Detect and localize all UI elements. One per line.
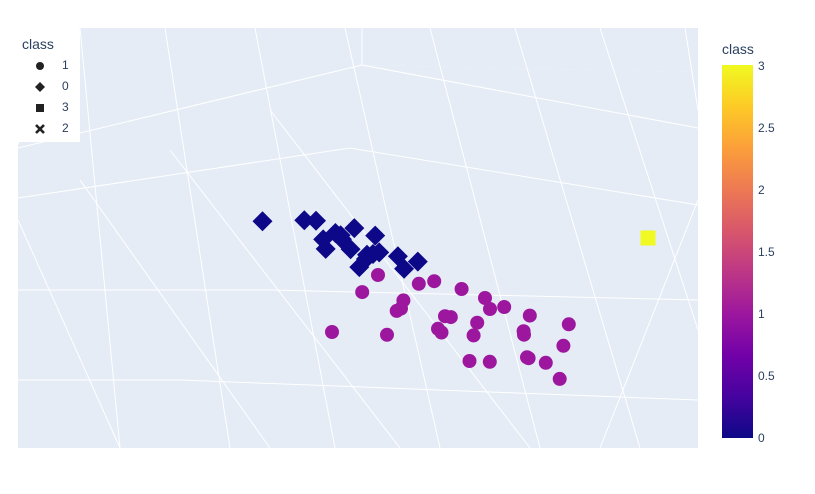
data-point-class-1[interactable] [454,282,469,296]
data-point-class-1[interactable] [483,302,497,316]
data-point-class-1[interactable] [552,371,567,386]
data-point-class-0[interactable] [325,223,346,243]
colorbar-title: class [722,41,754,57]
data-point-class-0[interactable] [340,239,361,260]
data-point-class-1[interactable] [516,324,531,339]
data-point-class-1[interactable] [470,315,485,330]
colorbar-tick: 0.5 [758,369,775,383]
data-point-class-0[interactable] [344,218,365,239]
data-point-class-1[interactable] [561,317,576,332]
data-point-class-1[interactable] [396,293,411,308]
data-point-class-1[interactable] [521,351,536,366]
colorbar-tick: 1 [758,307,765,321]
data-point-class-0[interactable] [394,258,415,279]
colorbar-tick: 1.5 [758,245,775,259]
legend-item-3[interactable]: 3 [18,99,80,117]
data-point-class-0[interactable] [252,211,273,232]
data-points [252,210,656,386]
data-point-class-1[interactable] [522,308,537,323]
data-point-class-0[interactable] [306,210,326,231]
data-point-class-1[interactable] [538,355,553,370]
square-icon [36,104,44,112]
data-point-class-1[interactable] [466,328,481,343]
legend-label-2: 2 [62,121,69,135]
circle-icon [36,62,44,70]
data-point-class-0[interactable] [294,210,315,231]
x-icon [35,124,45,134]
legend-label-3: 3 [62,100,69,114]
legend-item-2[interactable]: 2 [18,120,80,138]
grid-lines [17,27,699,449]
data-point-class-1[interactable] [380,327,394,342]
back-wall-right [362,28,698,72]
colorbar-tick: 2 [758,183,765,197]
data-point-class-1[interactable] [478,291,492,305]
colorbar-tick: 3 [758,59,765,73]
data-point-class-3[interactable] [640,230,656,246]
data-point-class-0[interactable] [357,244,377,265]
data-point-class-1[interactable] [438,309,452,324]
data-point-class-0[interactable] [407,251,428,272]
colorbar-tick: 0 [758,431,765,445]
data-point-class-1[interactable] [371,268,385,282]
colorbar-tick: 2.5 [758,121,775,135]
data-point-class-1[interactable] [355,285,370,300]
legend-title: class [22,36,54,52]
legend-item-0[interactable]: 0 [18,78,80,96]
data-point-class-1[interactable] [427,274,442,289]
data-point-class-1[interactable] [462,354,477,368]
data-point-class-1[interactable] [325,325,339,339]
data-point-class-1[interactable] [411,276,426,291]
data-point-class-1[interactable] [434,325,449,340]
legend-label-0: 0 [62,79,69,93]
data-point-class-1[interactable] [482,354,497,369]
diamond-icon [35,82,45,92]
data-point-class-0[interactable] [365,225,386,246]
legend-item-1[interactable]: 1 [18,57,80,75]
data-point-class-1[interactable] [556,338,571,353]
data-point-class-1[interactable] [497,300,512,314]
legend: class 1 0 3 2 [18,30,80,142]
legend-label-1: 1 [62,58,69,72]
data-point-class-1[interactable] [389,303,404,318]
back-wall-left [18,28,362,148]
colorbar [722,65,753,438]
